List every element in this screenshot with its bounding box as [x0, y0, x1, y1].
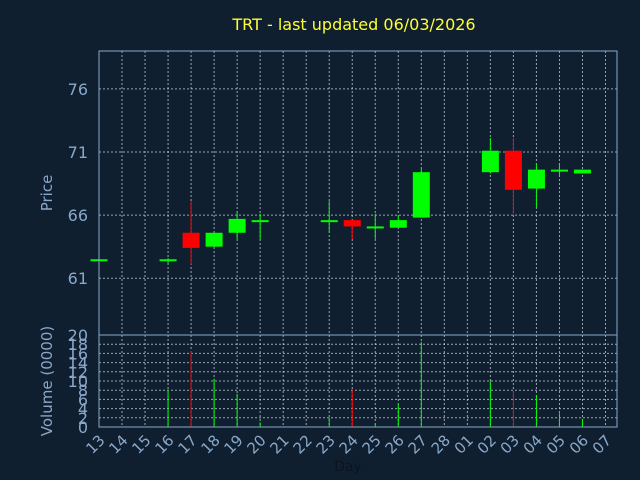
candle-body: [366, 226, 384, 229]
volume-y-tick-label: 0: [78, 418, 88, 437]
candle-body: [550, 169, 568, 172]
volume-y-tick-label: 20: [68, 326, 88, 345]
volume-panel-frame: [98, 334, 618, 428]
volume-bars: [98, 341, 583, 427]
candle-body: [527, 169, 545, 189]
price-y-tick-label: 76: [68, 80, 88, 99]
candle-body: [320, 220, 338, 223]
volume-y-tick-label: 14: [68, 354, 88, 373]
volume-y-tick-label: 10: [68, 372, 88, 391]
x-tick-labels: 1314151617181920212223242526272801020304…: [82, 431, 615, 457]
price-y-tick-label: 66: [68, 206, 88, 225]
chart-title: TRT - last updated 06/03/2026: [231, 15, 475, 34]
price-grid: [99, 51, 617, 335]
candle-body: [481, 150, 499, 173]
volume-y-tick-label: 12: [68, 363, 88, 382]
price-candles: [90, 138, 591, 265]
candle-body: [182, 232, 200, 248]
x-axis-label: Day: [334, 459, 362, 475]
price-y-tick-label: 71: [68, 143, 88, 162]
volume-y-tick-label: 16: [68, 344, 88, 363]
candle-body: [504, 150, 522, 190]
candle-body: [343, 220, 361, 227]
price-axis-label: Price: [38, 175, 56, 212]
candle-body: [228, 218, 246, 233]
volume-y-tick-label: 4: [78, 400, 88, 419]
price-y-tick-label: 61: [68, 269, 88, 288]
price-y-tick-labels: 61 66 71 76: [68, 80, 88, 288]
volume-axis-label: Volume (0000): [38, 326, 56, 436]
candle-body: [205, 232, 223, 247]
candle-body: [389, 220, 407, 228]
candle-body: [573, 169, 591, 174]
candle-body: [159, 259, 177, 262]
candle-body: [251, 220, 269, 223]
candle-body: [412, 172, 430, 218]
volume-y-tick-label: 8: [78, 381, 88, 400]
volume-y-tick-label: 6: [78, 390, 88, 409]
volume-y-tick-label: 2: [78, 409, 88, 428]
volume-y-tick-label: 18: [68, 335, 88, 354]
